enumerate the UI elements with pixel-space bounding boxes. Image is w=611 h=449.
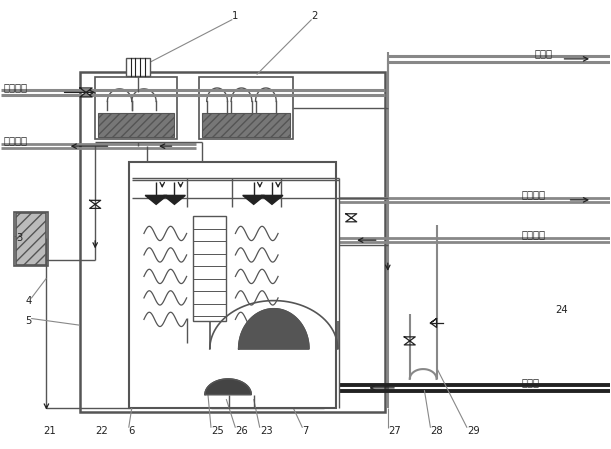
Text: 27: 27 <box>388 426 401 436</box>
Text: 工作蒸汽: 工作蒸汽 <box>4 83 27 92</box>
Polygon shape <box>243 195 265 204</box>
Text: 29: 29 <box>467 426 480 436</box>
Bar <box>199 77 293 140</box>
Polygon shape <box>145 195 167 204</box>
Bar <box>95 77 177 140</box>
Text: 26: 26 <box>235 426 248 436</box>
Text: 热水出: 热水出 <box>534 48 552 58</box>
Text: 23: 23 <box>260 426 273 436</box>
Text: 7: 7 <box>302 426 309 436</box>
Text: 1: 1 <box>232 11 239 22</box>
Text: 余热水进: 余热水进 <box>522 229 546 239</box>
Text: 24: 24 <box>555 304 568 315</box>
Polygon shape <box>205 379 251 395</box>
Text: 2: 2 <box>312 11 318 22</box>
Text: 6: 6 <box>129 426 135 436</box>
Bar <box>129 162 336 408</box>
Text: 3: 3 <box>16 233 22 243</box>
Bar <box>16 213 46 265</box>
Bar <box>126 58 150 76</box>
Polygon shape <box>164 195 185 204</box>
Bar <box>202 113 290 137</box>
Bar <box>14 212 48 266</box>
Bar <box>80 72 385 413</box>
Text: 22: 22 <box>95 426 108 436</box>
Text: 4: 4 <box>25 295 31 306</box>
Text: 25: 25 <box>211 426 224 436</box>
Polygon shape <box>238 308 309 349</box>
Bar <box>192 216 226 321</box>
Text: 28: 28 <box>431 426 443 436</box>
Text: 热水进: 热水进 <box>522 377 540 387</box>
Text: 5: 5 <box>25 316 31 326</box>
Bar <box>98 113 174 137</box>
Polygon shape <box>261 195 283 204</box>
Text: 21: 21 <box>43 426 56 436</box>
Text: 蒸汽凝水: 蒸汽凝水 <box>4 135 27 145</box>
Text: 余热水出: 余热水出 <box>522 189 546 199</box>
